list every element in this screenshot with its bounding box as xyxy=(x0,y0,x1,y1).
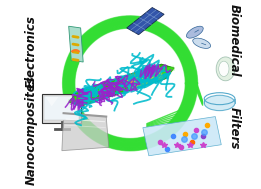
Polygon shape xyxy=(127,8,164,35)
Polygon shape xyxy=(68,65,175,105)
Text: Biomedical: Biomedical xyxy=(228,4,241,77)
Text: Filters: Filters xyxy=(228,107,241,150)
Ellipse shape xyxy=(186,26,203,38)
Ellipse shape xyxy=(204,95,235,111)
Polygon shape xyxy=(143,117,221,156)
Text: Nanocomposites: Nanocomposites xyxy=(25,75,38,185)
FancyBboxPatch shape xyxy=(44,96,79,120)
Polygon shape xyxy=(62,113,109,151)
FancyBboxPatch shape xyxy=(42,94,81,122)
Polygon shape xyxy=(69,64,174,106)
Ellipse shape xyxy=(216,57,235,81)
Ellipse shape xyxy=(219,61,229,77)
Polygon shape xyxy=(46,97,58,106)
Polygon shape xyxy=(69,26,83,62)
Ellipse shape xyxy=(193,38,211,48)
Text: Electronics: Electronics xyxy=(25,15,38,88)
Polygon shape xyxy=(125,66,164,90)
